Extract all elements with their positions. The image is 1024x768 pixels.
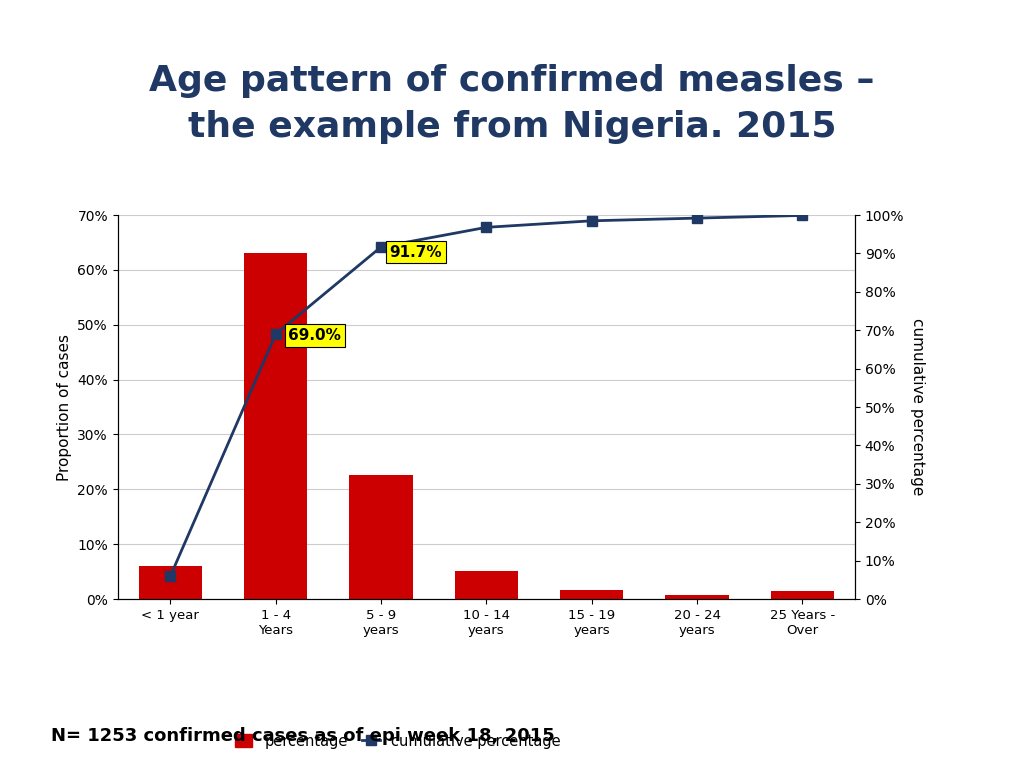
Text: 91.7%: 91.7% — [389, 244, 442, 260]
Bar — [455, 571, 518, 599]
Bar — [244, 253, 307, 599]
Y-axis label: cumulative percentage: cumulative percentage — [910, 319, 925, 495]
Text: the example from Nigeria. 2015: the example from Nigeria. 2015 — [187, 110, 837, 144]
Text: Age pattern of confirmed measles –: Age pattern of confirmed measles – — [150, 64, 874, 98]
Legend: percentage, cumulative percentage: percentage, cumulative percentage — [230, 730, 565, 753]
Text: N= 1253 confirmed cases as of epi week 18, 2015: N= 1253 confirmed cases as of epi week 1… — [51, 727, 555, 745]
Bar — [666, 595, 729, 599]
Bar — [771, 591, 834, 599]
Bar — [349, 475, 413, 599]
Y-axis label: Proportion of cases: Proportion of cases — [56, 333, 72, 481]
Bar — [560, 590, 624, 599]
Bar — [139, 566, 202, 599]
Text: 69.0%: 69.0% — [289, 328, 341, 343]
